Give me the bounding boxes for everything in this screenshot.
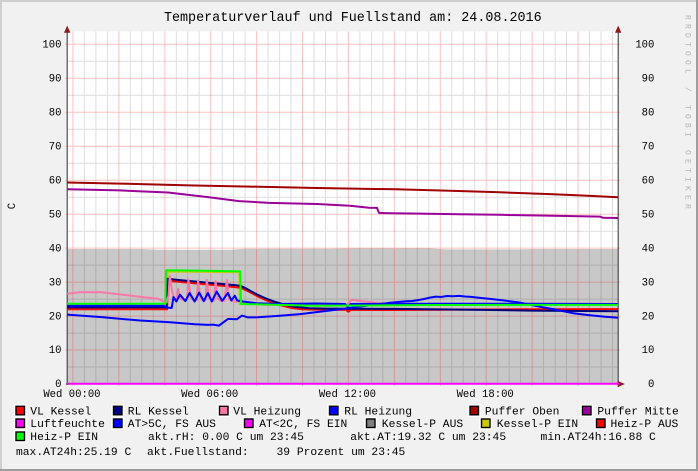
svg-text:60: 60 — [642, 175, 655, 187]
svg-text:70: 70 — [49, 141, 62, 153]
svg-text:Luftfeuchte: Luftfeuchte — [30, 419, 105, 431]
svg-text:20: 20 — [49, 311, 62, 323]
svg-text:0: 0 — [55, 379, 61, 391]
svg-text:Temperaturverlauf und Fuellsta: Temperaturverlauf und Fuellstand am: 24.… — [164, 11, 542, 26]
svg-text:VL Heizung: VL Heizung — [233, 406, 301, 418]
svg-text:Puffer Mitte: Puffer Mitte — [597, 406, 679, 418]
svg-text:akt.rH: 0.00 C um 23:45: akt.rH: 0.00 C um 23:45 — [148, 432, 304, 444]
svg-text:Kessel-P EIN: Kessel-P EIN — [497, 419, 578, 431]
svg-text:akt.Fuellstand:: akt.Fuellstand: — [147, 447, 249, 459]
svg-text:RL Heizung: RL Heizung — [344, 406, 412, 418]
svg-text:Heiz-P AUS: Heiz-P AUS — [611, 419, 679, 431]
svg-text:30: 30 — [49, 277, 62, 289]
svg-text:80: 80 — [642, 107, 655, 119]
svg-text:30: 30 — [642, 277, 655, 289]
svg-text:VL Kessel: VL Kessel — [30, 406, 91, 418]
svg-text:60: 60 — [49, 175, 62, 187]
svg-text:min.AT24h:16.88 C: min.AT24h:16.88 C — [541, 432, 656, 444]
svg-text:max.AT24h:25.19 C: max.AT24h:25.19 C — [16, 447, 131, 459]
svg-text:20: 20 — [642, 311, 655, 323]
svg-text:10: 10 — [49, 345, 62, 357]
svg-text:RRDTOOL / TOBI OETIKER: RRDTOOL / TOBI OETIKER — [683, 15, 692, 213]
svg-text:40: 40 — [642, 243, 655, 255]
svg-text:40: 40 — [49, 243, 62, 255]
svg-text:Puffer Oben: Puffer Oben — [485, 406, 560, 418]
svg-text:50: 50 — [642, 209, 655, 221]
svg-text:Wed 18:00: Wed 18:00 — [457, 389, 514, 401]
svg-text:100: 100 — [635, 40, 654, 52]
svg-text:Kessel-P AUS: Kessel-P AUS — [382, 419, 464, 431]
svg-text:AT>5C, FS AUS: AT>5C, FS AUS — [128, 419, 216, 431]
svg-text:AT<2C, FS EIN: AT<2C, FS EIN — [259, 419, 347, 431]
svg-text:90: 90 — [49, 74, 62, 86]
svg-text:10: 10 — [642, 345, 655, 357]
svg-text:80: 80 — [49, 107, 62, 119]
svg-text:39 Prozent um 23:45: 39 Prozent um 23:45 — [277, 447, 406, 459]
svg-text:Wed 06:00: Wed 06:00 — [181, 389, 238, 401]
svg-text:100: 100 — [42, 40, 61, 52]
svg-text:50: 50 — [49, 209, 62, 221]
svg-text:0: 0 — [648, 379, 654, 391]
svg-text:90: 90 — [642, 74, 655, 86]
svg-text:70: 70 — [642, 141, 655, 153]
svg-text:akt.AT:19.32 C um 23:45: akt.AT:19.32 C um 23:45 — [350, 432, 506, 444]
svg-text:Heiz-P EIN: Heiz-P EIN — [30, 432, 98, 444]
svg-text:RL Kessel: RL Kessel — [128, 406, 189, 418]
svg-text:Wed 00:00: Wed 00:00 — [43, 389, 100, 401]
svg-text:Wed 12:00: Wed 12:00 — [319, 389, 376, 401]
svg-text:C: C — [7, 203, 19, 209]
